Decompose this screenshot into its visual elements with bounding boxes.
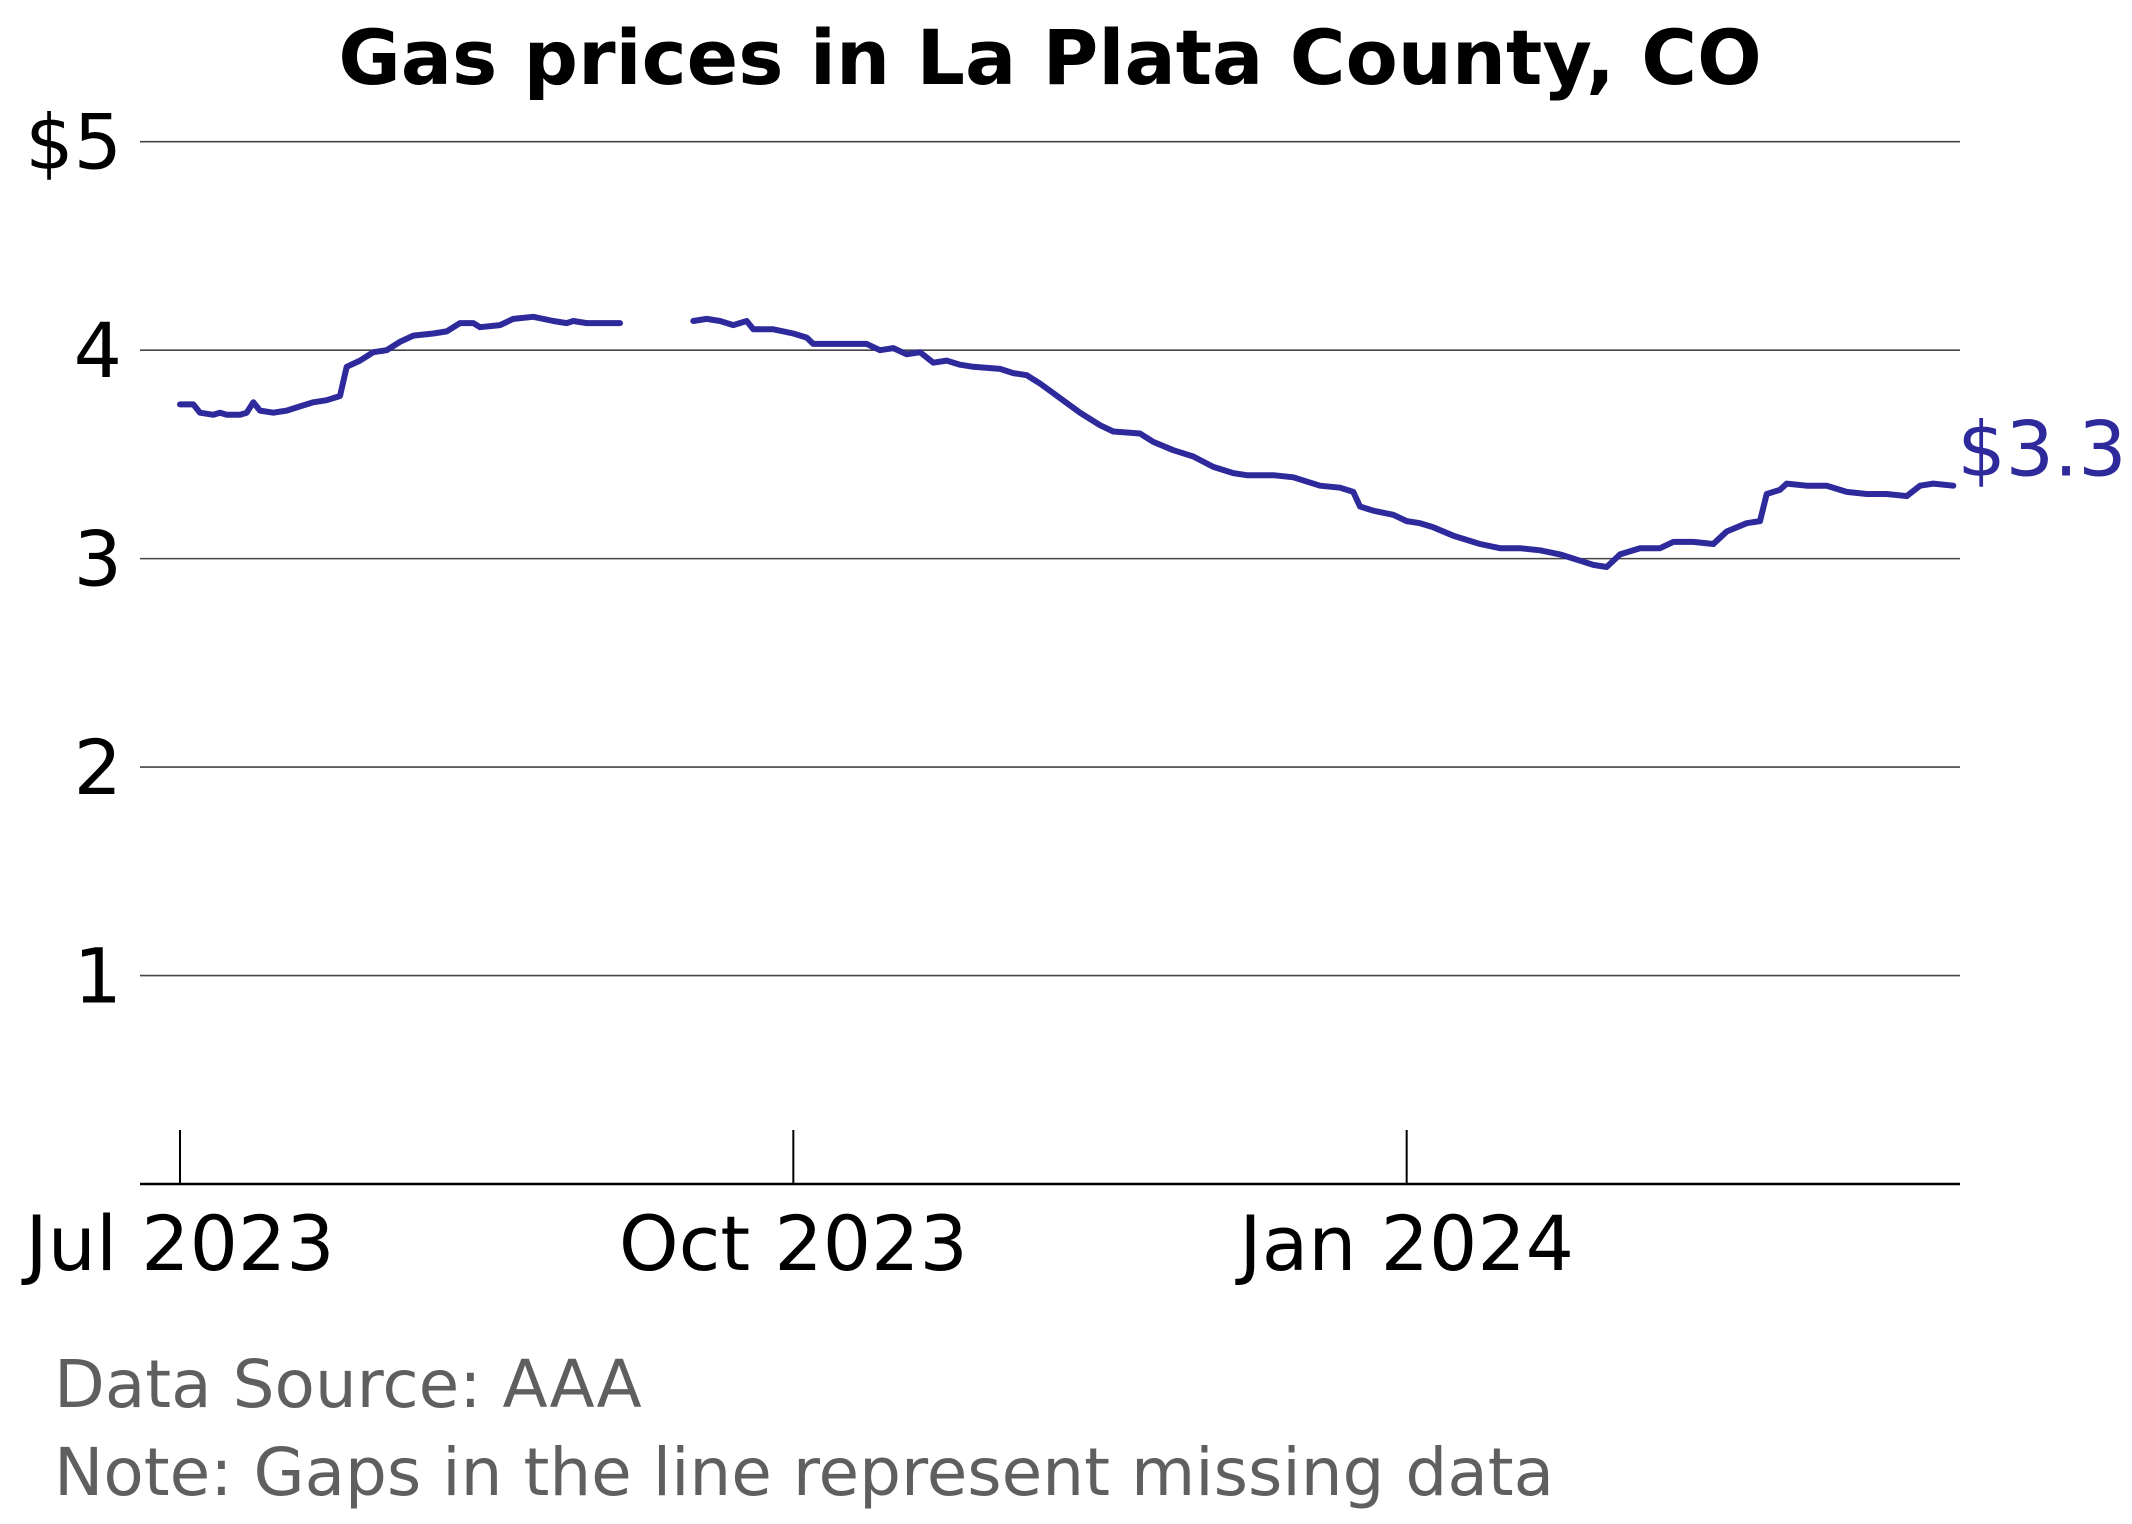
y-tick-label: 4 [74,306,122,395]
series-gas-price [177,313,1957,570]
y-tick-label: 1 [74,932,122,1021]
series-line-segment-1 [177,313,623,418]
y-tick-label: $5 [25,98,122,187]
y-tick-label: 2 [74,723,122,812]
series-line-segment-2 [690,315,1957,570]
gridlines [140,140,1960,977]
x-tick-label: Oct 2023 [619,1199,968,1288]
x-tick-label: Jul 2023 [21,1199,334,1288]
end-value-label: $3.35 [1957,405,2132,494]
data-source-note: Data Source: AAA [54,1346,642,1423]
x-tick-label: Jan 2024 [1235,1199,1574,1288]
y-tick-label: 3 [74,515,122,604]
chart-title: Gas prices in La Plata County, CO [338,13,1761,102]
x-axis-ticks: Jul 2023 Oct 2023 Jan 2024 [21,1130,1574,1288]
missing-data-note: Note: Gaps in the line represent missing… [54,1434,1555,1511]
y-axis-ticks: 1 2 3 4 $5 [25,98,122,1021]
